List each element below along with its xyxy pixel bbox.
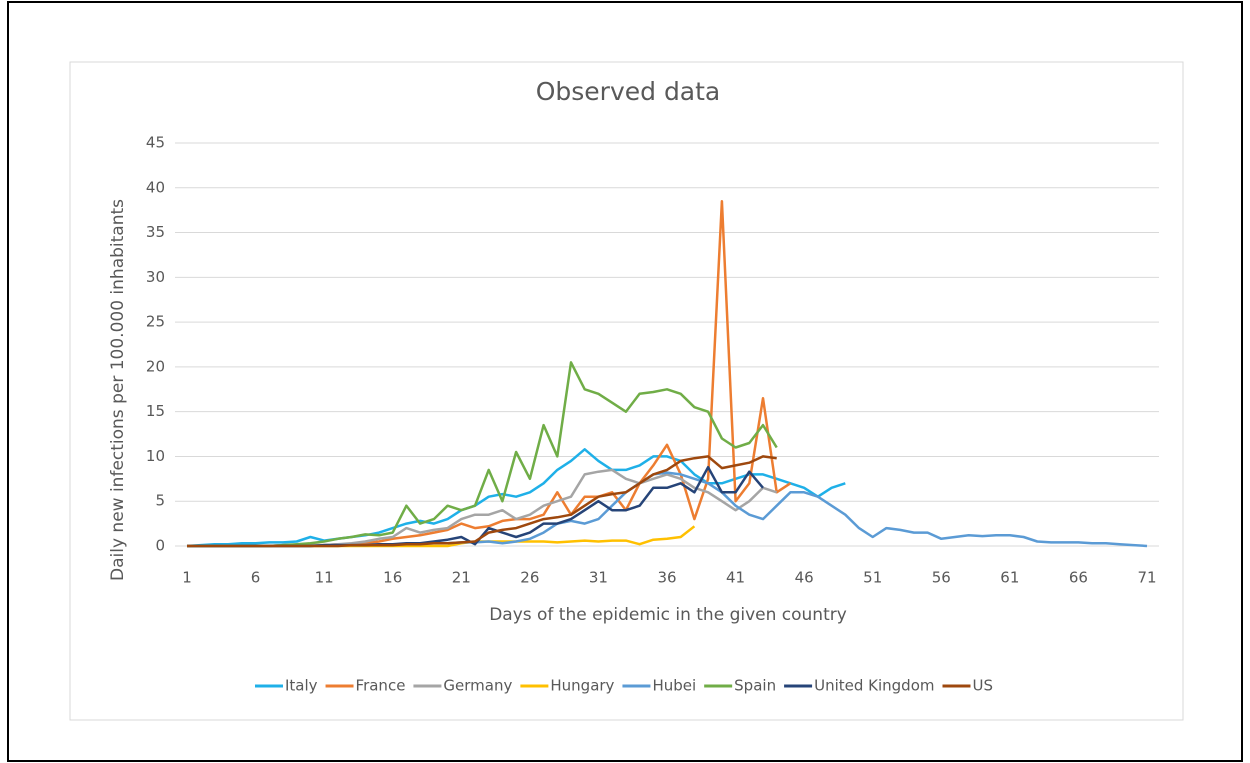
legend-label: Italy bbox=[285, 677, 318, 695]
x-axis-title: Days of the epidemic in the given countr… bbox=[489, 605, 847, 625]
x-tick-label: 16 bbox=[383, 569, 402, 587]
legend-label: Hubei bbox=[652, 677, 696, 695]
y-tick-label: 40 bbox=[146, 178, 165, 196]
legend-label: France bbox=[356, 677, 406, 695]
legend-label: Germany bbox=[443, 677, 512, 695]
y-tick-label: 0 bbox=[155, 537, 165, 555]
x-tick-label: 26 bbox=[520, 569, 539, 587]
chart-title: Observed data bbox=[536, 77, 721, 106]
series-line bbox=[187, 361, 778, 548]
legend-label: United Kingdom bbox=[814, 677, 934, 695]
x-tick-label: 66 bbox=[1069, 569, 1088, 587]
y-tick-label: 25 bbox=[146, 313, 165, 331]
x-tick-label: 36 bbox=[657, 569, 676, 587]
x-tick-label: 6 bbox=[251, 569, 261, 587]
y-tick-label: 30 bbox=[146, 268, 165, 286]
y-tick-label: 20 bbox=[146, 357, 165, 375]
x-tick-label: 1 bbox=[182, 569, 192, 587]
x-tick-label: 41 bbox=[726, 569, 745, 587]
x-tick-label: 31 bbox=[589, 569, 608, 587]
x-tick-label: 46 bbox=[795, 569, 814, 587]
series-line bbox=[187, 199, 792, 548]
x-tick-label: 51 bbox=[863, 569, 882, 587]
y-tick-label: 35 bbox=[146, 223, 165, 241]
frame bbox=[7, 1, 1243, 762]
x-tick-label: 61 bbox=[1000, 569, 1019, 587]
legend-label: Hungary bbox=[550, 677, 614, 695]
series-line bbox=[187, 455, 777, 548]
x-tick-label: 56 bbox=[932, 569, 951, 587]
legend-label: Spain bbox=[734, 677, 776, 695]
y-tick-label: 45 bbox=[146, 134, 165, 152]
x-tick-label: 21 bbox=[452, 569, 471, 587]
y-axis-title: Daily new infections per 100.000 inhabit… bbox=[108, 199, 128, 581]
legend: Italy France Germany Hungary Hubei Spain Unite… bbox=[254, 677, 993, 695]
series-line bbox=[187, 471, 1148, 548]
y-tick-label: 5 bbox=[155, 492, 165, 510]
x-tick-label: 71 bbox=[1137, 569, 1156, 587]
y-tick-label: 10 bbox=[146, 447, 165, 465]
y-tick-label: 15 bbox=[146, 402, 165, 420]
legend-label: US bbox=[972, 677, 993, 695]
x-tick-label: 11 bbox=[315, 569, 334, 587]
chart-area bbox=[69, 61, 1184, 721]
